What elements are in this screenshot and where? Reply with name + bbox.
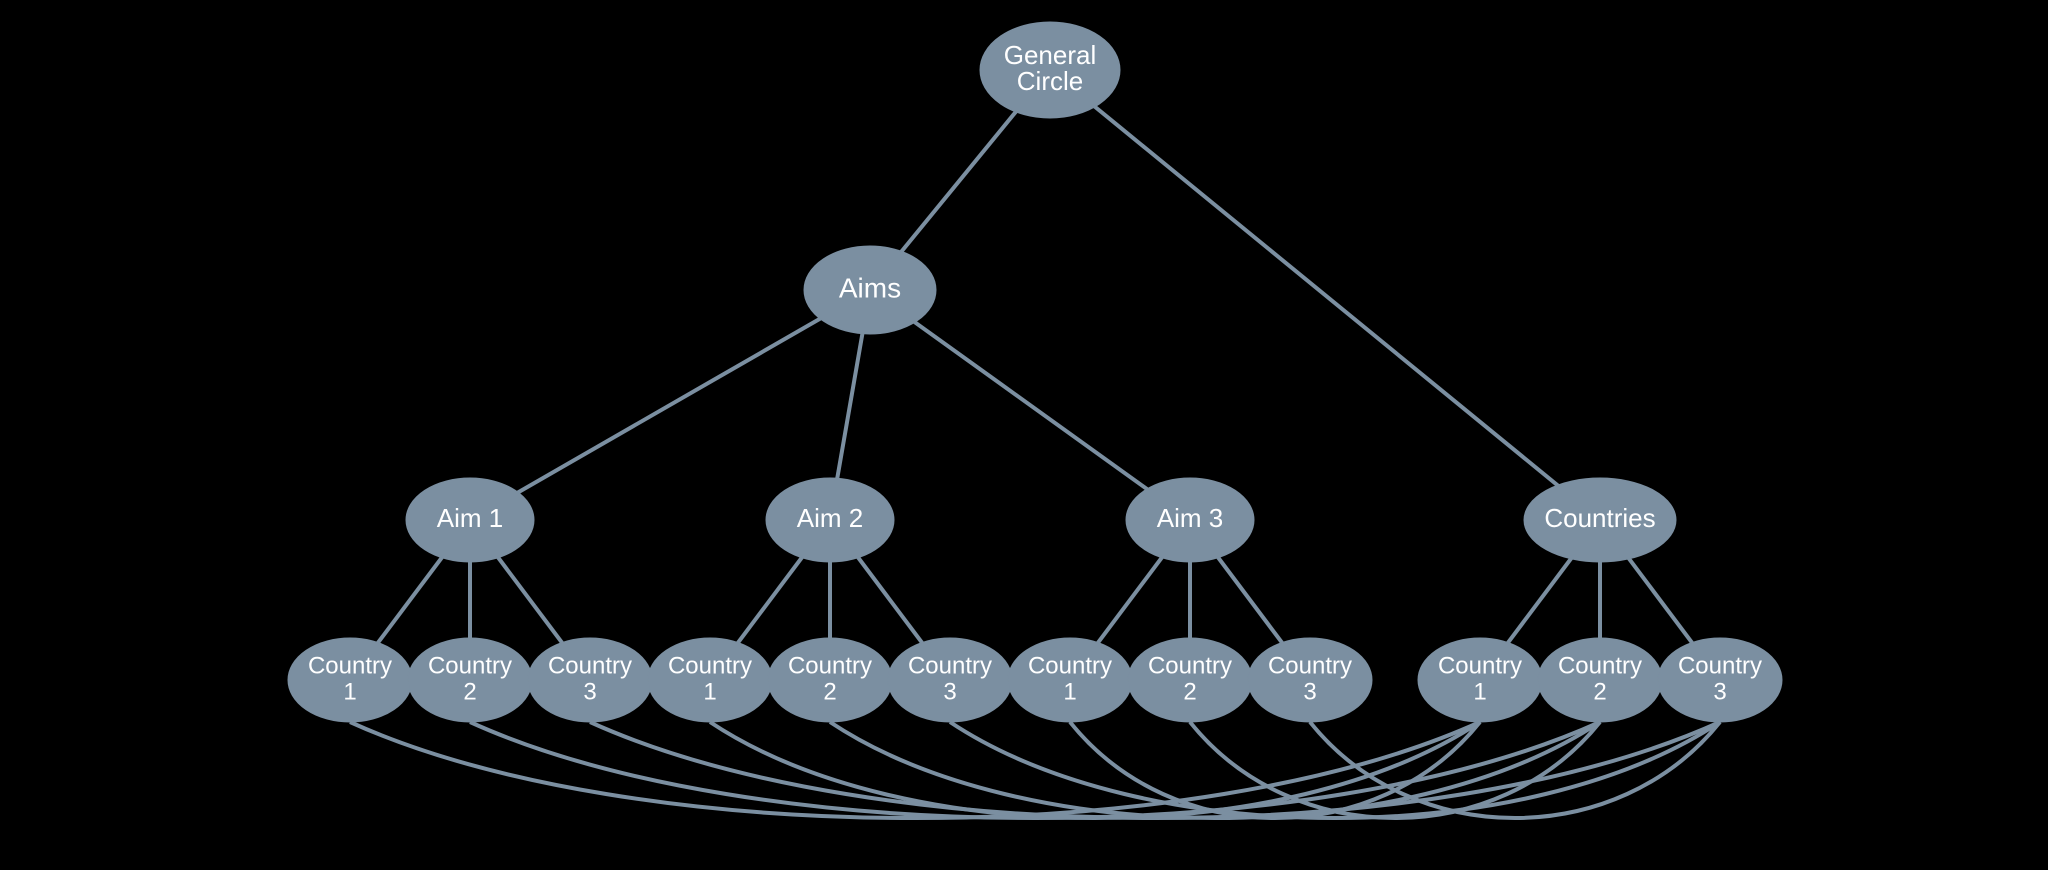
node-label: Country [668,652,752,679]
edge [870,290,1190,520]
node-label: Country [788,652,872,679]
node-label: Country [428,652,512,679]
node-cc1: Country1 [1418,638,1542,722]
node-label: 1 [703,678,716,705]
curved-edges-layer [350,722,1720,818]
node-label: Aims [839,272,901,303]
node-label: Aim 2 [797,503,863,533]
node-a2c3: Country3 [888,638,1012,722]
node-label: 3 [1713,678,1726,705]
node-label: 2 [1593,678,1606,705]
node-label: Country [548,652,632,679]
node-aims: Aims [804,246,936,334]
node-label: 3 [1303,678,1316,705]
node-label: 1 [1473,678,1486,705]
node-cc2: Country2 [1538,638,1662,722]
node-label: Countries [1544,503,1655,533]
node-label: Aim 1 [437,503,503,533]
node-label: Country [1678,652,1762,679]
node-a1c3: Country3 [528,638,652,722]
node-label: Country [1558,652,1642,679]
edges-layer [350,70,1720,680]
node-label: 2 [823,678,836,705]
node-a1c1: Country1 [288,638,412,722]
node-aim3: Aim 3 [1126,478,1254,562]
node-a3c2: Country2 [1128,638,1252,722]
node-a3c3: Country3 [1248,638,1372,722]
node-countries: Countries [1524,478,1676,562]
tree-diagram: GeneralCircle Aims Aim 1 Aim 2 Aim 3 Countrie… [0,0,2048,870]
node-aim1: Aim 1 [406,478,534,562]
edge [1050,70,1600,520]
node-label: Country [1028,652,1112,679]
node-root: GeneralCircle [980,22,1120,118]
node-label: Country [308,652,392,679]
nodes-layer: GeneralCircle Aims Aim 1 Aim 2 Aim 3 Countrie… [288,22,1782,722]
node-label: Country [908,652,992,679]
node-aim2: Aim 2 [766,478,894,562]
node-a2c1: Country1 [648,638,772,722]
node-a2c2: Country2 [768,638,892,722]
node-label: 1 [343,678,356,705]
node-label: 3 [583,678,596,705]
node-label: 3 [943,678,956,705]
node-label: Country [1438,652,1522,679]
node-label: 2 [1183,678,1196,705]
node-label: Country [1148,652,1232,679]
node-label: 2 [463,678,476,705]
node-label: Country [1268,652,1352,679]
node-label: 1 [1063,678,1076,705]
node-label: Aim 3 [1157,503,1223,533]
node-cc3: Country3 [1658,638,1782,722]
node-a1c2: Country2 [408,638,532,722]
node-label: Circle [1017,66,1083,96]
node-a3c1: Country1 [1008,638,1132,722]
